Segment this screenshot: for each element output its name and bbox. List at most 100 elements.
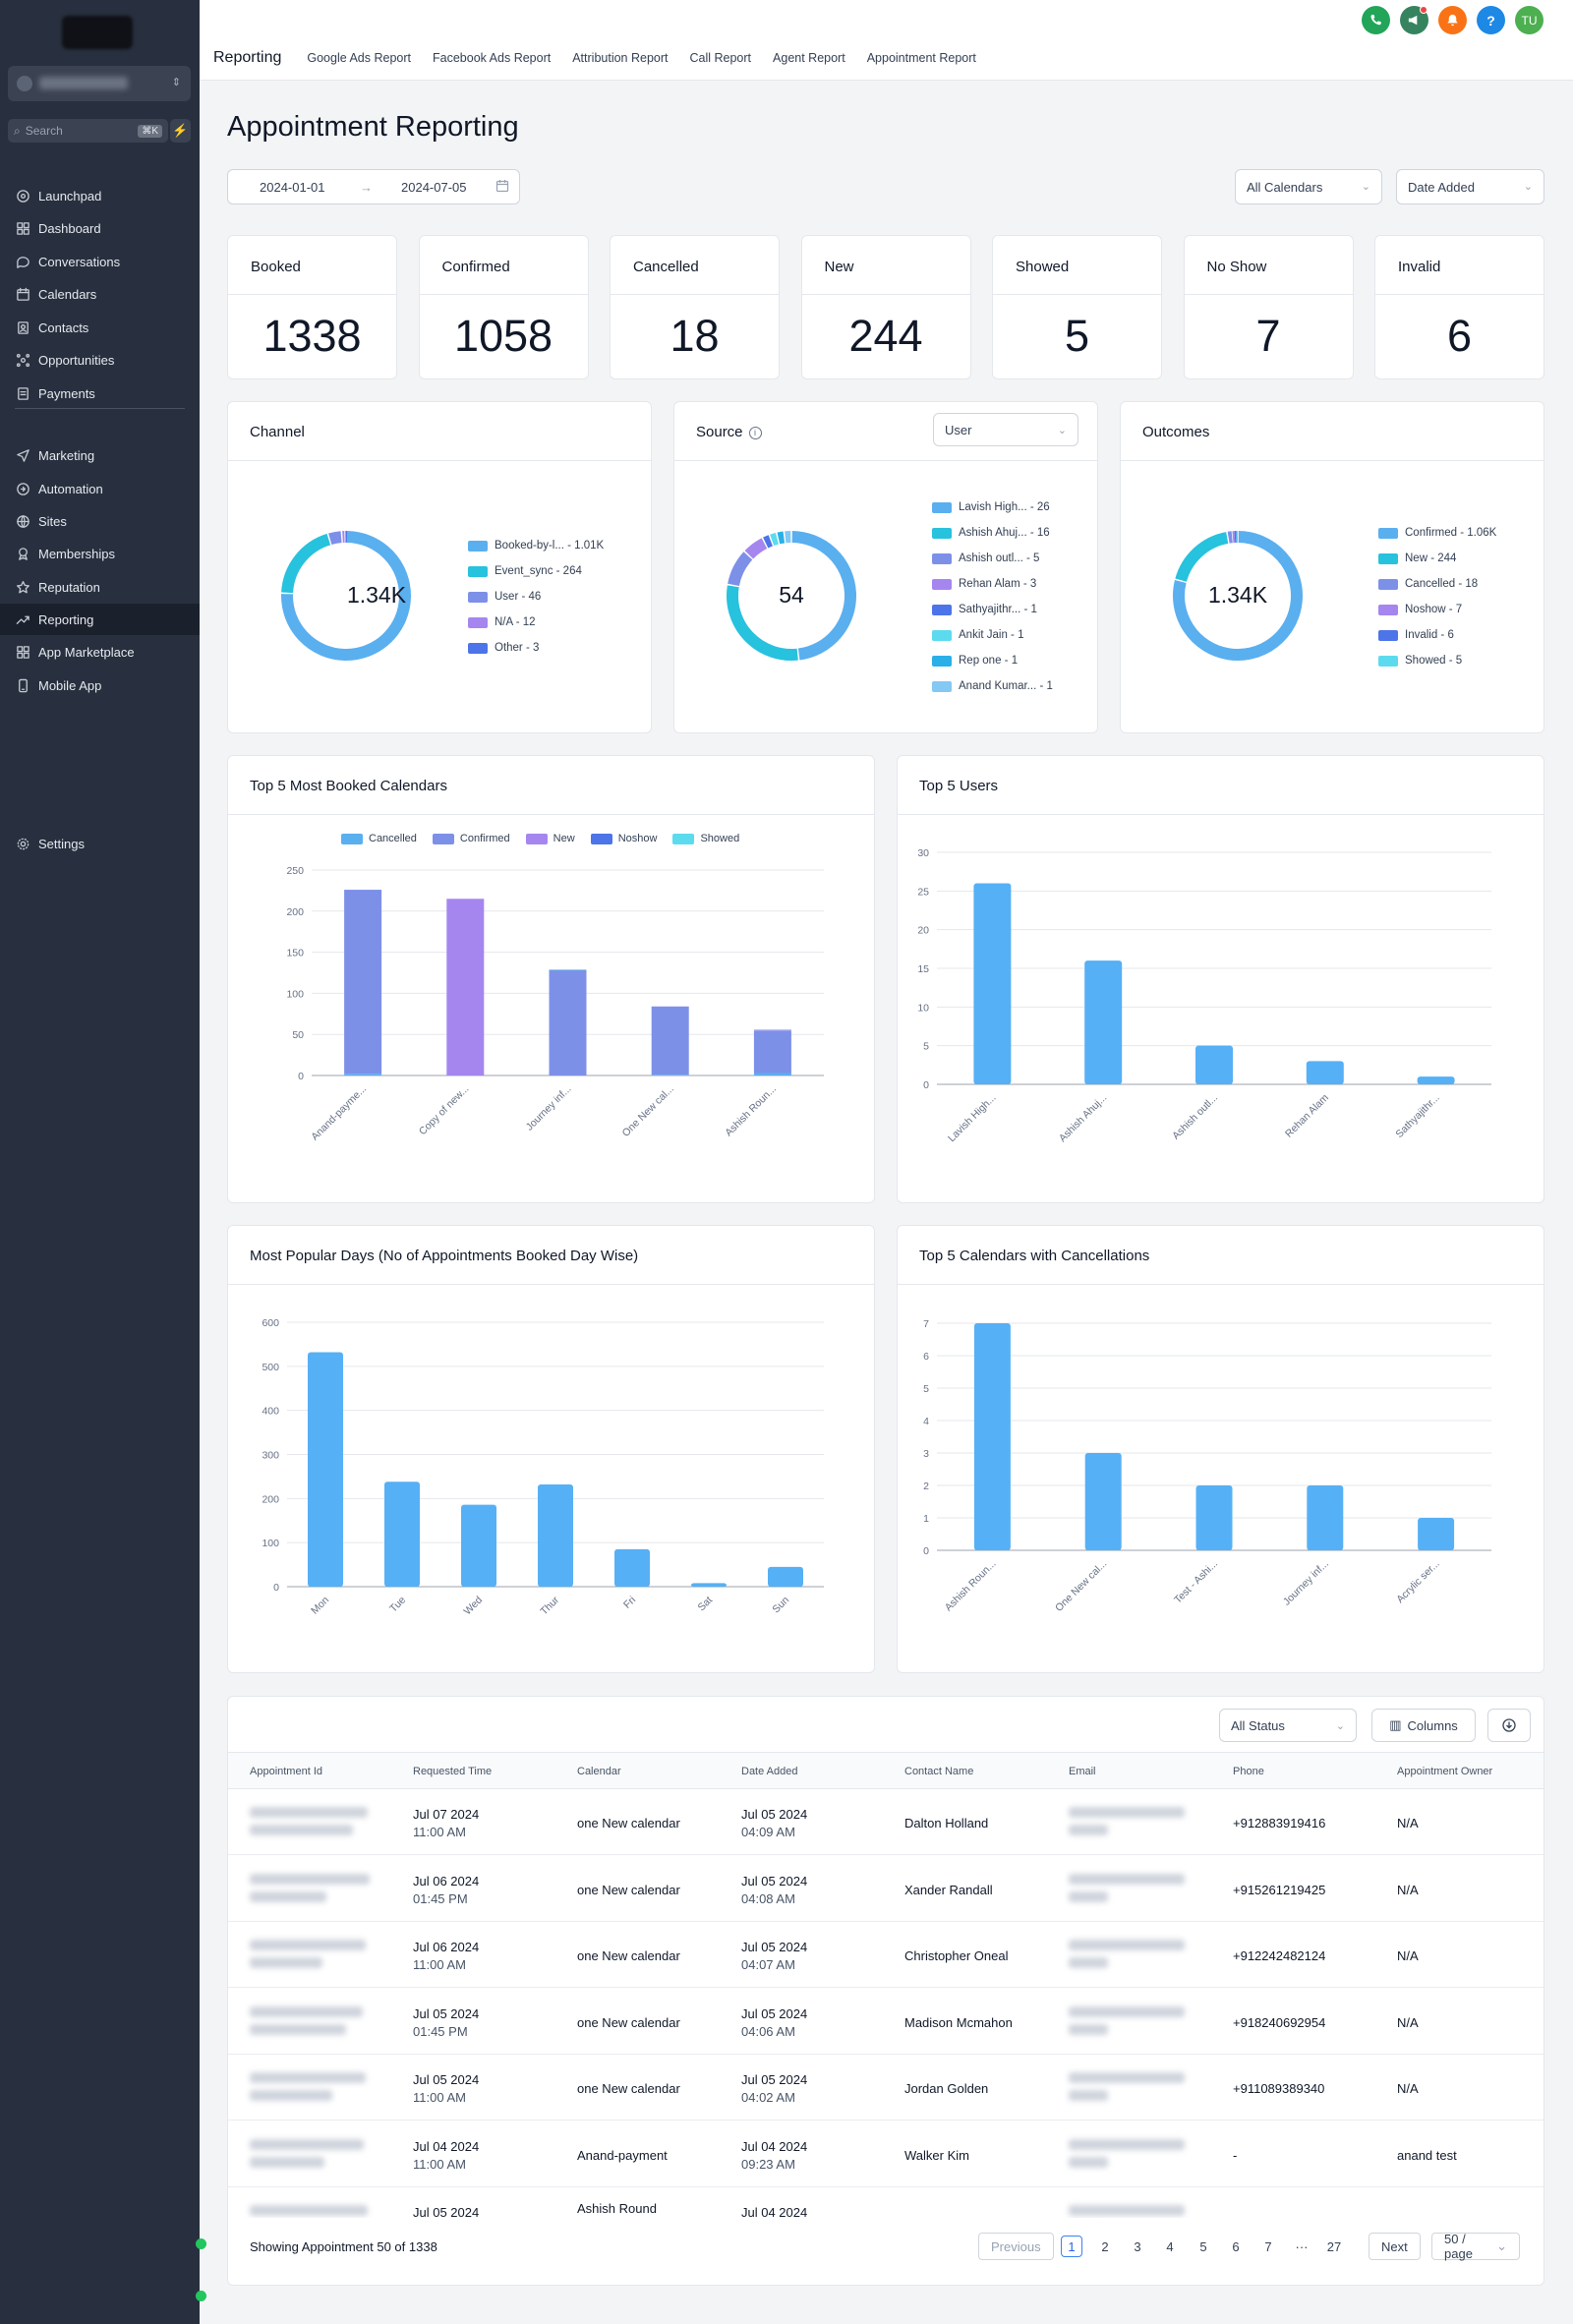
sidebar-item-automation[interactable]: Automation xyxy=(0,473,200,504)
column-header[interactable]: Email xyxy=(1069,1766,1096,1777)
column-header[interactable]: Calendar xyxy=(577,1766,621,1777)
bar[interactable] xyxy=(538,1483,573,1587)
bar-showed[interactable] xyxy=(549,969,587,970)
donut-slice[interactable] xyxy=(328,531,342,546)
table-row[interactable]: Jul 04 2024 11:00 AM Anand-payment Jul 04 2… xyxy=(228,2121,1544,2187)
pagination-ellipsis[interactable]: ··· xyxy=(1295,2238,1309,2254)
bar[interactable] xyxy=(768,1566,803,1587)
bar-confirmed[interactable] xyxy=(651,1006,689,1075)
date-to[interactable]: 2024-07-05 xyxy=(401,179,467,195)
page-7[interactable]: 7 xyxy=(1264,2238,1272,2254)
bar-showed[interactable] xyxy=(753,1029,791,1031)
page-size-select[interactable]: 50 / page ⌄ xyxy=(1431,2232,1520,2261)
tab-attribution-report[interactable]: Attribution Report xyxy=(572,51,669,65)
info-icon[interactable]: i xyxy=(748,427,762,439)
bar[interactable] xyxy=(461,1504,496,1587)
date-range-picker[interactable]: 2024-01-01 → 2024-07-05 xyxy=(227,169,520,204)
legend-item[interactable]: New xyxy=(525,833,575,844)
download-button[interactable] xyxy=(1487,1709,1531,1742)
avatar[interactable]: TU xyxy=(1515,6,1544,34)
donut-slice[interactable] xyxy=(1173,531,1303,661)
donut-slice[interactable] xyxy=(763,535,773,549)
bar[interactable] xyxy=(973,883,1012,1084)
tab-call-report[interactable]: Call Report xyxy=(689,51,752,65)
date-filter-select[interactable]: Date Added ⌄ xyxy=(1396,169,1544,204)
bar[interactable] xyxy=(973,1323,1011,1550)
column-header[interactable]: Appointment Owner xyxy=(1397,1766,1493,1777)
legend-item[interactable]: Noshow xyxy=(590,833,657,844)
donut-slice[interactable] xyxy=(777,531,786,545)
sidebar-search[interactable]: ⌕ Search ⌘K xyxy=(8,119,168,143)
page-5[interactable]: 5 xyxy=(1199,2238,1207,2254)
sidebar-item-calendars[interactable]: Calendars xyxy=(0,278,200,310)
table-row[interactable]: Jul 06 2024 11:00 AM one New calendar Jul 0… xyxy=(228,1922,1544,1988)
legend-item[interactable]: Showed xyxy=(672,833,739,844)
bar-confirmed[interactable] xyxy=(549,969,587,1075)
donut-slice[interactable] xyxy=(728,552,753,587)
columns-button[interactable]: ▥ Columns xyxy=(1371,1709,1476,1742)
phone-icon[interactable] xyxy=(1362,6,1390,34)
bar[interactable] xyxy=(1306,1061,1344,1084)
previous-button[interactable]: Previous xyxy=(978,2233,1054,2260)
tab-reporting[interactable]: Reporting xyxy=(213,49,282,66)
sidebar-item-sites[interactable]: Sites xyxy=(0,505,200,537)
bar-confirmed[interactable] xyxy=(344,890,382,1075)
calendar-filter-select[interactable]: All Calendars ⌄ xyxy=(1235,169,1382,204)
bar-cancelled[interactable] xyxy=(753,1073,791,1075)
megaphone-icon[interactable] xyxy=(1400,6,1428,34)
account-switcher[interactable]: ⇕ xyxy=(8,66,191,101)
sidebar-item-launchpad[interactable]: Launchpad xyxy=(0,180,200,211)
bar[interactable] xyxy=(384,1482,420,1587)
status-filter-select[interactable]: All Status ⌄ xyxy=(1219,1709,1357,1742)
bar-cancelled[interactable] xyxy=(344,1074,382,1075)
sidebar-item-reputation[interactable]: Reputation xyxy=(0,571,200,603)
bar[interactable] xyxy=(614,1548,650,1587)
legend-item[interactable]: Confirmed xyxy=(432,833,510,844)
sidebar-item-contacts[interactable]: Contacts xyxy=(0,312,200,343)
tab-agent-report[interactable]: Agent Report xyxy=(773,51,845,65)
sidebar-item-app-marketplace[interactable]: App Marketplace xyxy=(0,636,200,668)
sidebar-item-payments[interactable]: Payments xyxy=(0,378,200,409)
bar[interactable] xyxy=(1307,1485,1344,1550)
bar[interactable] xyxy=(1084,960,1123,1084)
table-row[interactable]: Jul 06 2024 01:45 PM one New calendar Jul 0… xyxy=(228,1856,1544,1922)
legend-item[interactable]: Cancelled xyxy=(341,833,417,844)
page-1[interactable]: 1 xyxy=(1061,2236,1082,2257)
sidebar-item-memberships[interactable]: Memberships xyxy=(0,538,200,569)
quick-action-bolt-icon[interactable]: ⚡ xyxy=(170,119,191,143)
bar[interactable] xyxy=(691,1583,727,1587)
sidebar-item-dashboard[interactable]: Dashboard xyxy=(0,212,200,244)
source-filter-select[interactable]: User ⌄ xyxy=(933,413,1078,446)
column-header[interactable]: Contact Name xyxy=(904,1766,974,1777)
page-2[interactable]: 2 xyxy=(1101,2238,1109,2254)
page-4[interactable]: 4 xyxy=(1166,2238,1174,2254)
bell-icon[interactable] xyxy=(1438,6,1467,34)
column-header[interactable]: Appointment Id xyxy=(250,1766,322,1777)
page-3[interactable]: 3 xyxy=(1134,2238,1141,2254)
sidebar-item-mobile-app[interactable]: Mobile App xyxy=(0,669,200,701)
sidebar-item-marketing[interactable]: Marketing xyxy=(0,439,200,471)
column-header[interactable]: Date Added xyxy=(741,1766,798,1777)
sidebar-item-settings[interactable]: Settings xyxy=(0,828,200,859)
donut-slice[interactable] xyxy=(1175,532,1229,582)
bar[interactable] xyxy=(1195,1045,1233,1084)
tab-google-ads-report[interactable]: Google Ads Report xyxy=(307,51,411,65)
donut-slice[interactable] xyxy=(770,532,779,547)
donut-slice[interactable] xyxy=(281,533,331,594)
donut-slice[interactable] xyxy=(281,531,411,661)
donut-slice[interactable] xyxy=(791,531,856,661)
bar[interactable] xyxy=(308,1352,343,1587)
bar[interactable] xyxy=(1418,1518,1455,1550)
column-header[interactable]: Requested Time xyxy=(413,1766,493,1777)
bar-new[interactable] xyxy=(753,1030,791,1031)
table-row[interactable]: Jul 05 2024 11:00 AM one New calendar Jul 0… xyxy=(228,2055,1544,2121)
bar[interactable] xyxy=(1417,1076,1455,1084)
bar-new[interactable] xyxy=(446,899,485,1075)
bar[interactable] xyxy=(1195,1485,1233,1550)
next-button[interactable]: Next xyxy=(1369,2233,1421,2260)
help-icon[interactable]: ? xyxy=(1477,6,1505,34)
donut-slice[interactable] xyxy=(744,538,768,559)
tab-facebook-ads-report[interactable]: Facebook Ads Report xyxy=(433,51,552,65)
bar[interactable] xyxy=(1084,1453,1122,1550)
table-row[interactable]: Jul 07 2024 11:00 AM one New calendar Jul 0… xyxy=(228,1789,1544,1855)
